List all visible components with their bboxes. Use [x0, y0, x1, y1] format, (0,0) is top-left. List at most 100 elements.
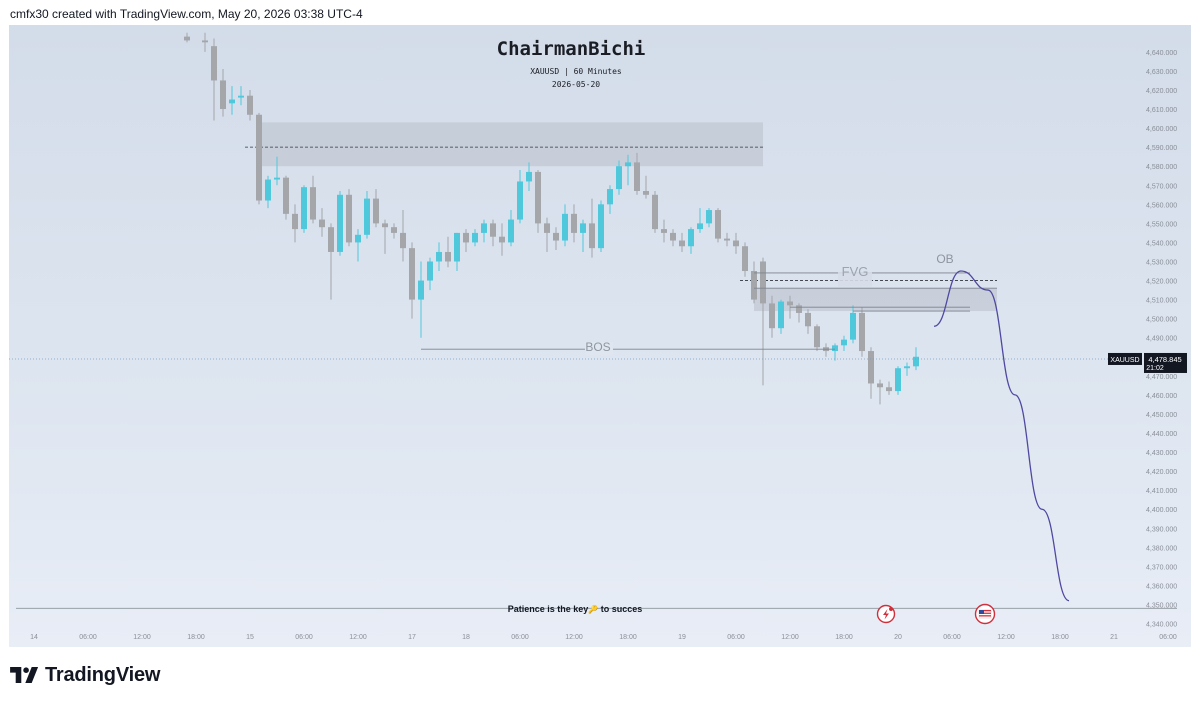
candle-23[interactable] [400, 210, 406, 262]
candle-43[interactable] [580, 219, 586, 252]
candle-body [247, 95, 253, 115]
candle-13[interactable] [310, 175, 316, 224]
candle-72[interactable] [841, 335, 847, 352]
ob-label: OB [936, 252, 953, 266]
candle-24[interactable] [409, 242, 415, 319]
candle-28[interactable] [445, 236, 451, 268]
candle-1[interactable] [202, 32, 208, 52]
candle-64[interactable] [769, 295, 775, 338]
candle-18[interactable] [355, 229, 361, 262]
candle-36[interactable] [517, 170, 523, 224]
candle-14[interactable] [319, 208, 325, 237]
fvg-zone[interactable] [754, 288, 997, 312]
candle-69[interactable] [814, 324, 820, 352]
candle-29[interactable] [454, 232, 460, 272]
price-chart[interactable]: ChairmanBichi XAUUSD | 60 Minutes 2026-0… [9, 25, 1191, 647]
candle-40[interactable] [553, 227, 559, 251]
candle-53[interactable] [670, 229, 676, 247]
candle-70[interactable] [823, 343, 829, 357]
candle-52[interactable] [661, 219, 667, 243]
candle-21[interactable] [382, 219, 388, 254]
candle-6[interactable] [247, 89, 253, 121]
candle-12[interactable] [301, 185, 307, 233]
candle-body [328, 227, 334, 252]
candle-33[interactable] [490, 219, 496, 247]
candle-61[interactable] [742, 242, 748, 277]
candle-39[interactable] [544, 217, 550, 252]
candle-32[interactable] [481, 219, 487, 243]
candle-body [211, 46, 217, 81]
candle-25[interactable] [418, 261, 424, 338]
candle-80[interactable] [913, 347, 919, 371]
candle-76[interactable] [877, 379, 883, 405]
candle-78[interactable] [895, 366, 901, 395]
candle-22[interactable] [391, 223, 397, 239]
supply-zone[interactable] [259, 122, 763, 167]
candle-74[interactable] [859, 307, 865, 357]
candle-30[interactable] [463, 229, 469, 252]
candle-19[interactable] [364, 190, 370, 239]
y-tick-label: 4,440.000 [1146, 431, 1177, 438]
candle-57[interactable] [706, 208, 712, 228]
candle-47[interactable] [616, 160, 622, 195]
candle-15[interactable] [328, 223, 334, 300]
candle-68[interactable] [805, 309, 811, 334]
candle-11[interactable] [292, 204, 298, 243]
candle-67[interactable] [796, 303, 802, 323]
candle-71[interactable] [832, 343, 838, 361]
y-tick-label: 4,530.000 [1146, 259, 1177, 266]
chart-area[interactable]: ChairmanBichi XAUUSD | 60 Minutes 2026-0… [9, 25, 1191, 647]
candle-8[interactable] [265, 175, 271, 209]
candle-27[interactable] [436, 242, 442, 272]
candle-body [364, 198, 370, 235]
candle-56[interactable] [697, 208, 703, 233]
candle-44[interactable] [589, 198, 595, 258]
candle-31[interactable] [472, 229, 478, 247]
candle-79[interactable] [904, 362, 910, 376]
y-tick-label: 4,590.000 [1146, 145, 1177, 152]
candle-38[interactable] [535, 170, 541, 233]
candle-65[interactable] [778, 299, 784, 334]
candle-51[interactable] [652, 190, 658, 233]
candle-16[interactable] [337, 190, 343, 256]
candle-73[interactable] [850, 305, 856, 344]
candle-26[interactable] [427, 257, 433, 291]
candle-34[interactable] [499, 223, 505, 256]
candle-body [616, 166, 622, 190]
candle-2[interactable] [211, 38, 217, 121]
candle-50[interactable] [643, 175, 649, 199]
candle-7[interactable] [256, 112, 262, 205]
candle-body [859, 312, 865, 352]
candle-4[interactable] [229, 86, 235, 115]
tradingview-logo[interactable]: TradingView [10, 663, 160, 687]
candle-20[interactable] [373, 189, 379, 228]
candle-45[interactable] [598, 200, 604, 252]
projection-curve[interactable] [933, 270, 1070, 602]
candle-54[interactable] [679, 232, 685, 252]
lightning-event-icon[interactable] [876, 604, 896, 624]
candle-17[interactable] [346, 189, 352, 247]
candle-63[interactable] [760, 257, 766, 386]
candle-body [643, 190, 649, 195]
candle-49[interactable] [634, 152, 640, 195]
candle-37[interactable] [526, 162, 532, 191]
candle-3[interactable] [220, 69, 226, 117]
candle-41[interactable] [562, 204, 568, 247]
x-tick-label: 18:00 [187, 634, 205, 641]
candle-46[interactable] [607, 185, 613, 214]
candle-9[interactable] [274, 156, 280, 186]
candle-5[interactable] [238, 86, 244, 106]
candle-48[interactable] [625, 154, 631, 186]
candle-75[interactable] [868, 347, 874, 399]
candle-55[interactable] [688, 227, 694, 254]
candle-59[interactable] [724, 232, 730, 247]
candle-10[interactable] [283, 175, 289, 220]
candle-42[interactable] [571, 204, 577, 243]
candle-60[interactable] [733, 232, 739, 254]
candle-0[interactable] [184, 32, 190, 43]
candle-35[interactable] [508, 210, 514, 247]
candle-62[interactable] [751, 261, 757, 304]
candle-77[interactable] [886, 381, 892, 395]
us-flag-event-icon[interactable] [974, 603, 996, 625]
candle-58[interactable] [715, 208, 721, 243]
